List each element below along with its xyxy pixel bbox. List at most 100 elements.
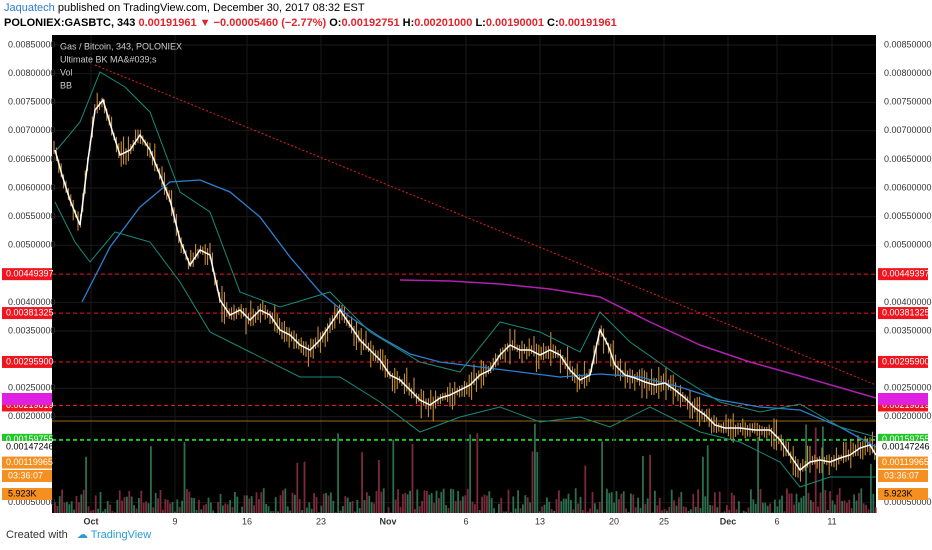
volume-bar (874, 507, 877, 513)
h-value: 0.00201000 (414, 17, 473, 29)
volume-bar (226, 504, 229, 513)
author[interactable]: Jaquatech (4, 2, 55, 14)
volume-bar (130, 496, 133, 513)
volume-bar (260, 492, 263, 513)
volume-bar (464, 495, 467, 513)
volume-bar (752, 499, 755, 513)
volume-bar (219, 493, 222, 513)
price-label-bg-right (878, 456, 928, 469)
volume-bar (474, 504, 476, 513)
volume-bar (718, 491, 721, 513)
volume-bar (447, 507, 450, 513)
countdown-bg-right (878, 470, 928, 482)
volume-bar (843, 500, 846, 513)
volume-bar (546, 497, 548, 513)
volume-bar (337, 433, 339, 513)
volume-bar (469, 434, 471, 513)
volume-bar (380, 491, 383, 513)
c-label: C: (547, 17, 559, 29)
brand[interactable]: ☁ TradingView (76, 529, 152, 541)
volume-bar (754, 504, 757, 513)
volume-bar (750, 489, 752, 513)
footer: Created with ☁ TradingView (6, 528, 151, 541)
volume-bar (634, 507, 637, 513)
time-tick: 11 (827, 516, 836, 526)
volume-bar (430, 493, 433, 513)
price-tick-left: 0.00050000 (8, 497, 56, 507)
price-tick-left: 0.00800000 (8, 68, 56, 78)
brand-text: TradingView (90, 529, 152, 541)
volume-bar (438, 498, 440, 513)
legend-item: BB (60, 80, 72, 90)
volume-bar (123, 497, 126, 513)
price-label-right: 0.00147246 (882, 441, 930, 451)
volume-bar (766, 505, 769, 513)
volume-bar (142, 502, 145, 513)
price-tick-left: 0.00700000 (8, 125, 56, 135)
price-label-left: 0.00147246 (6, 441, 54, 451)
volume-bar (387, 507, 390, 513)
volume-bar (178, 506, 181, 513)
volume-bar (301, 510, 303, 513)
time-tick: 9 (172, 516, 177, 526)
volume-bar (610, 492, 613, 513)
volume-bar (656, 505, 659, 513)
price-label-bg-right (878, 307, 928, 320)
o-label: O: (329, 17, 342, 29)
volume-bar (486, 495, 488, 513)
price-tick-right: 0.00650000 (884, 154, 932, 164)
volume-bar (171, 501, 174, 513)
volume-bar (591, 491, 594, 513)
volume-bar (118, 490, 121, 513)
volume-bar (322, 493, 325, 513)
legend-item: Ultimate BK MA&#039;s (60, 54, 157, 64)
volume-bar (738, 501, 740, 513)
price-tick-right: 0.00700000 (884, 125, 932, 135)
volume-bar (80, 494, 83, 513)
ohlc-line: POLONIEX:GASBTC, 343 0.00191961 ▼ −0.000… (4, 17, 617, 29)
volume-bar (848, 499, 851, 513)
volume-bar (858, 492, 860, 513)
volume-bar (745, 511, 747, 513)
volume-bar (222, 505, 224, 513)
volume-bar (697, 489, 699, 513)
price-label-left: 0.00119965 (6, 457, 53, 467)
volume-bar (318, 512, 320, 513)
volume-bar (440, 491, 443, 513)
volume-bar (639, 507, 642, 513)
volume-bar (82, 489, 85, 513)
volume-bar (310, 508, 313, 513)
volume-bar (416, 489, 419, 513)
time-tick: Dec (720, 516, 737, 526)
volume-bar (584, 465, 587, 513)
volume-bar (613, 502, 615, 513)
price-tick-right: 0.00200000 (884, 411, 932, 421)
price-tick-right: 0.00800000 (884, 68, 932, 78)
volume-bar (183, 442, 186, 513)
volume-bar (198, 499, 200, 513)
volume-bar (58, 496, 61, 513)
volume-bar (522, 504, 524, 513)
volume-bar (574, 488, 577, 513)
volume-bar (56, 505, 59, 513)
price-tick-left: 0.00600000 (8, 182, 56, 192)
volume-bar (824, 489, 827, 513)
price-tick-right: 0.00600000 (884, 182, 932, 192)
volume-bar (94, 495, 97, 513)
volume-bar (812, 502, 815, 513)
volume-bar (243, 495, 246, 513)
volume-bar (783, 511, 786, 513)
volume-bar (795, 493, 798, 513)
volume-bar (303, 461, 306, 513)
volume-bar (402, 494, 404, 513)
volume-bar (558, 490, 560, 513)
volume-bar (111, 511, 114, 513)
volume-bar (661, 510, 663, 513)
volume-bar (66, 501, 68, 513)
volume-bar (764, 502, 767, 513)
volume-bar (332, 500, 335, 513)
price-tick-left: 0.00550000 (8, 211, 56, 221)
volume-bar (286, 506, 289, 513)
volume-bar (210, 502, 212, 513)
